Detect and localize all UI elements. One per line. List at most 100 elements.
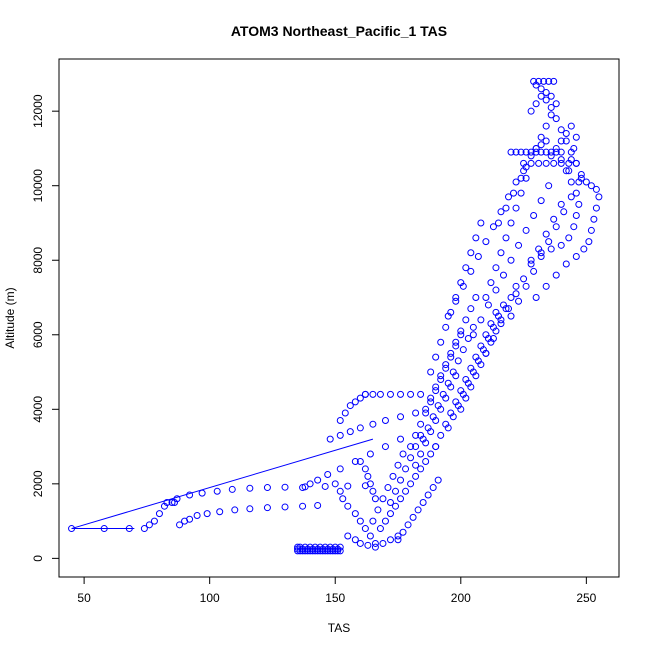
data-point [580, 245, 588, 253]
data-point [557, 137, 565, 145]
data-point [444, 312, 452, 320]
data-point [336, 543, 344, 551]
data-point [489, 223, 497, 231]
y-tick-label: 8000 [31, 247, 45, 274]
data-point [497, 208, 505, 216]
connector-lines [71, 438, 374, 530]
data-point [397, 476, 405, 484]
data-point [336, 416, 344, 424]
data-point [366, 532, 374, 540]
data-point [502, 305, 510, 313]
data-point [542, 230, 550, 238]
data-point [547, 148, 555, 156]
data-point [432, 383, 440, 391]
data-point [547, 111, 555, 119]
data-point [422, 439, 430, 447]
data-point [437, 338, 445, 346]
y-tick-label: 12000 [31, 94, 45, 128]
data-point [379, 495, 387, 503]
data-point [530, 212, 538, 220]
data-point [321, 482, 329, 490]
data-point [299, 484, 307, 492]
data-point [369, 517, 377, 525]
data-point [572, 133, 580, 141]
data-point [407, 454, 415, 462]
data-point [419, 498, 427, 506]
data-point [567, 156, 575, 164]
data-point [499, 271, 507, 279]
data-point [351, 398, 359, 406]
data-point [432, 443, 440, 451]
data-point [407, 390, 415, 398]
data-point [562, 137, 570, 145]
data-point [592, 204, 600, 212]
data-point [477, 219, 485, 227]
data-point [535, 77, 543, 85]
data-point [459, 346, 467, 354]
data-point [454, 357, 462, 365]
data-point [522, 148, 530, 156]
data-point [364, 541, 372, 549]
data-point [497, 320, 505, 328]
data-point [572, 189, 580, 197]
data-point [507, 256, 515, 264]
data-point [417, 431, 425, 439]
data-point [186, 515, 194, 523]
data-point [397, 390, 405, 398]
connector-line [71, 438, 374, 530]
data-point [532, 144, 540, 152]
plot-area-frame [58, 58, 620, 578]
data-point [515, 241, 523, 249]
data-point [417, 390, 425, 398]
data-point [552, 271, 560, 279]
data-point [457, 405, 465, 413]
data-point [562, 130, 570, 138]
x-tick-label: 50 [77, 591, 91, 605]
data-point [417, 465, 425, 473]
data-point [557, 200, 565, 208]
data-point [356, 539, 364, 547]
data-point [542, 137, 550, 145]
data-point [397, 435, 405, 443]
data-point [562, 260, 570, 268]
data-point [155, 510, 163, 518]
data-point [407, 443, 415, 451]
data-point [469, 331, 477, 339]
data-point [530, 267, 538, 275]
data-point [497, 316, 505, 324]
data-point [507, 294, 515, 302]
data-point [427, 394, 435, 402]
data-point [314, 501, 322, 509]
data-point [409, 513, 417, 521]
data-point [314, 476, 322, 484]
data-point [587, 226, 595, 234]
data-point [369, 420, 377, 428]
data-point [351, 510, 359, 518]
data-point [437, 372, 445, 380]
data-point [213, 487, 221, 495]
data-point [487, 279, 495, 287]
y-tick-label: 4000 [31, 396, 45, 423]
data-point [432, 387, 440, 395]
data-point [517, 189, 525, 197]
data-point [422, 457, 430, 465]
data-point [427, 398, 435, 406]
data-point [412, 443, 420, 451]
y-axis: 0 2000 4000 6000 8000 10000 12000 [31, 94, 60, 562]
data-point [510, 189, 518, 197]
data-point [404, 521, 412, 529]
data-point [527, 148, 535, 156]
data-point [552, 115, 560, 123]
data-point [542, 159, 550, 167]
data-point [412, 472, 420, 480]
data-point [394, 536, 402, 544]
data-point [547, 92, 555, 100]
data-point [570, 223, 578, 231]
data-point [489, 334, 497, 342]
data-point [537, 197, 545, 205]
data-point [356, 457, 364, 465]
data-point [572, 159, 580, 167]
data-point [522, 226, 530, 234]
data-point [173, 495, 181, 503]
data-point [472, 294, 480, 302]
